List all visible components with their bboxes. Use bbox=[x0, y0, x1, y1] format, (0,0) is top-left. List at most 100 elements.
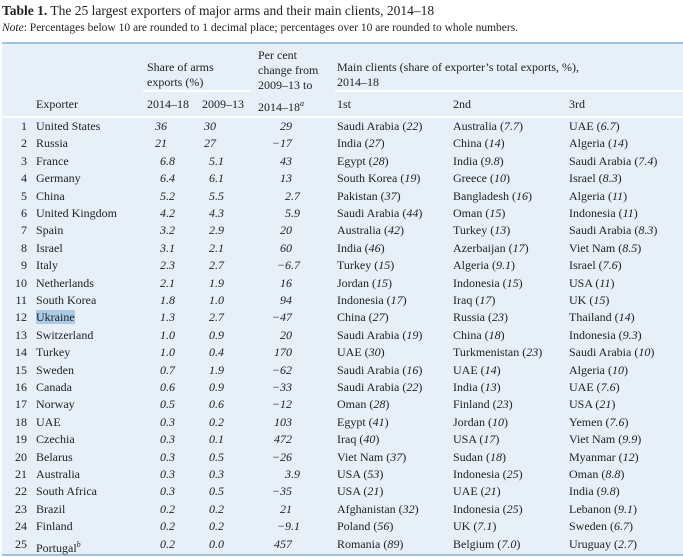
table-row: 2 Russia 21 27 −17 India (27) China (14) Algeri… bbox=[2, 135, 683, 152]
client-3: Myanmar (12) bbox=[569, 449, 639, 464]
exporter-name: South Africa bbox=[36, 484, 97, 499]
client-1: USA (21) bbox=[337, 484, 384, 499]
share-2014-18: 0.7 bbox=[160, 362, 175, 377]
share-2014-18: 0.2 bbox=[160, 519, 175, 534]
share-2009-13: 0.5 bbox=[209, 449, 224, 464]
share-2014-18: 0.2 bbox=[160, 536, 175, 551]
table-row: 6 United Kingdom 4.2 4.3 5.9 Saudi Arabia (44… bbox=[2, 205, 683, 222]
exporter-name: Norway bbox=[36, 397, 75, 412]
table-row: 18 UAE 0.3 0.2 103 Egypt (41) Jordan (10) Yemen… bbox=[2, 414, 683, 431]
share-2014-18: 1.3 bbox=[160, 310, 175, 325]
client-3: Algeria (11) bbox=[569, 188, 628, 203]
client-2: Indonesia (25) bbox=[453, 501, 523, 516]
percent-change: 29 bbox=[280, 119, 292, 133]
client-2: Greece (10) bbox=[453, 171, 510, 186]
header-change-1: Per cent bbox=[258, 48, 297, 62]
share-2009-13: 5.5 bbox=[209, 188, 224, 203]
exporter-name: Portugalb bbox=[36, 539, 81, 555]
client-3: Thailand (14) bbox=[569, 310, 635, 325]
client-3: Indonesia (9.3) bbox=[569, 327, 642, 342]
table-row: 1 United States 36 30 29 Saudi Arabia (22) Aus… bbox=[2, 118, 683, 135]
exporter-name: Canada bbox=[36, 380, 72, 394]
client-2: Sudan (18) bbox=[453, 449, 506, 464]
header-client-3: 3rd bbox=[569, 97, 585, 111]
header-clients-group-period: 2014–18 bbox=[337, 75, 379, 89]
table-row: 20 Belarus 0.3 0.5 −26 Viet Nam (37) Sudan (18… bbox=[2, 449, 683, 466]
percent-change: 472 bbox=[274, 432, 292, 447]
client-3: Israel (8.3) bbox=[569, 171, 622, 186]
header-share-group: Share of arms exports (%) bbox=[147, 60, 214, 89]
exporter-name: United Kingdom bbox=[36, 206, 117, 220]
share-2014-18: 21 bbox=[155, 136, 167, 151]
share-2014-18: 4.2 bbox=[160, 206, 175, 220]
exporter-name: Italy bbox=[36, 258, 58, 273]
client-2: India (9.8) bbox=[453, 153, 504, 168]
client-2: Finland (23) bbox=[453, 397, 513, 412]
share-2014-18: 0.6 bbox=[160, 380, 175, 394]
exporter-name: Czechia bbox=[36, 432, 75, 447]
header-client-2: 2nd bbox=[453, 97, 471, 111]
client-1: Jordan (15) bbox=[337, 275, 392, 290]
share-2009-13: 2.7 bbox=[209, 258, 224, 273]
share-2009-13: 0.2 bbox=[209, 501, 224, 516]
table-row: 7 Spain 3.2 2.9 20 Australia (42) Turkey (13) S… bbox=[2, 222, 683, 239]
client-2: Algeria (9.1) bbox=[453, 258, 515, 273]
table-title: Table 1. The 25 largest exporters of maj… bbox=[2, 3, 435, 18]
percent-change: −62 bbox=[271, 362, 292, 377]
exporter-name: Brazil bbox=[36, 501, 66, 516]
share-2009-13: 0.3 bbox=[209, 467, 224, 481]
exporter-name: Ukraine bbox=[36, 310, 75, 325]
percent-change: 5.9 bbox=[285, 206, 300, 220]
share-2009-13: 1.0 bbox=[209, 293, 224, 307]
exporter-name: Netherlands bbox=[36, 275, 94, 290]
rank: 8 bbox=[21, 240, 27, 255]
table-row: 23 Brazil 0.2 0.2 21 Afghanistan (32) Indonesi… bbox=[2, 501, 683, 518]
header-clients-group: Main clients (share of exporter’s total … bbox=[337, 60, 580, 74]
share-2009-13: 27 bbox=[204, 136, 216, 151]
client-3: Viet Nam (9.9) bbox=[569, 432, 642, 447]
share-2014-18: 36 bbox=[155, 119, 167, 133]
client-3: Uruguay (2.7) bbox=[569, 536, 637, 551]
client-1: Egypt (28) bbox=[337, 153, 389, 168]
client-3: USA (11) bbox=[569, 275, 615, 290]
client-1: South Korea (19) bbox=[337, 171, 421, 186]
exporter-name: South Korea bbox=[36, 293, 97, 307]
share-2009-13: 0.4 bbox=[209, 345, 224, 360]
percent-change: −47 bbox=[271, 310, 292, 325]
client-2: Bangladesh (16) bbox=[453, 188, 532, 203]
table-row: 10 Netherlands 2.1 1.9 16 Jordan (15) Indonesi… bbox=[2, 275, 683, 292]
client-2: Jordan (10) bbox=[453, 414, 508, 429]
header-change-3: 2009–13 to bbox=[258, 78, 313, 92]
rank: 11 bbox=[15, 293, 27, 307]
table-row: 3 France 6.8 5.1 43 Egypt (28) India (9.8) Saud… bbox=[2, 153, 683, 170]
rank: 14 bbox=[15, 345, 27, 360]
percent-change: −17 bbox=[271, 136, 292, 151]
table-row: 14 Turkey 1.0 0.4 170 UAE (30) Turkmenistan (2… bbox=[2, 344, 683, 361]
rank: 10 bbox=[15, 275, 27, 290]
rank: 25 bbox=[15, 536, 27, 551]
share-2014-18: 1.8 bbox=[160, 293, 175, 307]
client-3: UK (15) bbox=[569, 293, 610, 307]
header-client-1: 1st bbox=[337, 97, 352, 111]
header-change-2: change from bbox=[258, 63, 319, 77]
client-2: Turkey (13) bbox=[453, 223, 511, 238]
client-2: Oman (15) bbox=[453, 206, 506, 220]
exporter-name: France bbox=[36, 153, 69, 168]
header-exporter: Exporter bbox=[36, 97, 78, 111]
table-row: 5 China 5.2 5.5 2.7 Pakistan (37) Bangladesh (… bbox=[2, 188, 683, 205]
share-2009-13: 0.2 bbox=[209, 519, 224, 534]
header-divider bbox=[335, 90, 683, 92]
client-1: Saudi Arabia (22) bbox=[337, 119, 423, 133]
client-1: Indonesia (17) bbox=[337, 293, 407, 307]
exporter-name: Finland bbox=[36, 519, 73, 534]
exporter-name: Russia bbox=[36, 136, 69, 151]
client-1: Afghanistan (32) bbox=[337, 501, 419, 516]
share-2014-18: 5.2 bbox=[160, 188, 175, 203]
share-2009-13: 0.5 bbox=[209, 484, 224, 499]
percent-change: 94 bbox=[280, 293, 292, 307]
rank: 21 bbox=[15, 467, 27, 481]
client-1: Iraq (40) bbox=[337, 432, 380, 447]
share-2009-13: 0.0 bbox=[209, 536, 224, 551]
client-1: Saudi Arabia (44) bbox=[337, 206, 423, 220]
rank: 20 bbox=[15, 449, 27, 464]
